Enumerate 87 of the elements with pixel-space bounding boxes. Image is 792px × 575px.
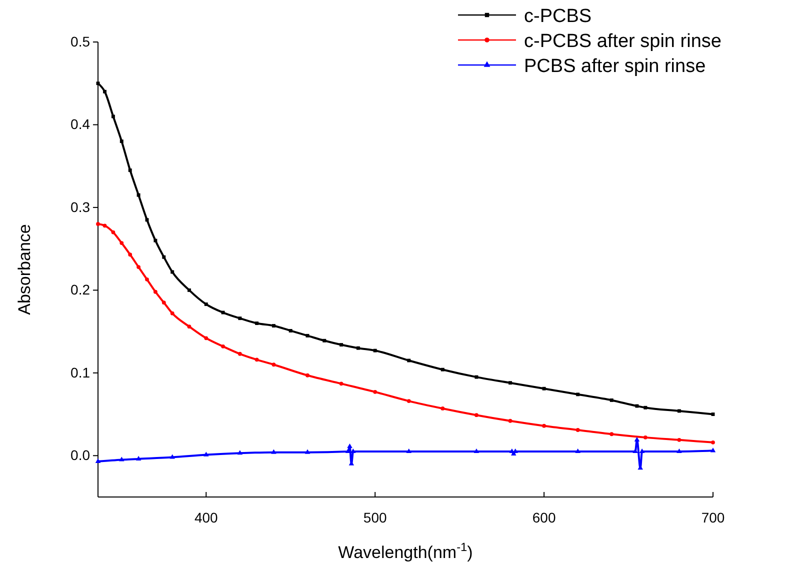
legend-label: PCBS after spin rinse <box>524 56 706 77</box>
point <box>188 288 191 292</box>
point <box>508 381 512 385</box>
point <box>145 277 149 282</box>
point <box>634 436 640 442</box>
point <box>102 224 107 228</box>
point <box>120 140 124 144</box>
point <box>162 300 166 305</box>
x-tick-label: 400 <box>194 509 218 526</box>
point <box>711 440 715 444</box>
y-tick-label: 0.0 <box>70 447 90 464</box>
legend-label: c-PCBS <box>524 6 592 27</box>
x-tick-label: 500 <box>363 509 387 526</box>
point <box>271 449 276 454</box>
point <box>170 270 174 274</box>
x-axis-title: Wavelength(nm$^{-1}$) <box>338 540 473 562</box>
y-tick-label: 0.5 <box>70 33 90 50</box>
point <box>304 449 310 454</box>
point <box>255 322 259 326</box>
point <box>406 448 412 454</box>
point <box>542 386 546 390</box>
point <box>322 338 326 342</box>
point <box>119 456 124 462</box>
point <box>542 424 546 428</box>
point <box>677 438 682 442</box>
point <box>272 362 276 367</box>
point <box>288 328 292 332</box>
point <box>373 390 378 394</box>
point <box>187 324 192 329</box>
y-tick-label: 0.4 <box>70 116 90 132</box>
point <box>347 443 352 448</box>
point <box>162 255 166 259</box>
point <box>575 448 580 454</box>
point <box>128 252 132 257</box>
point <box>204 302 208 306</box>
point <box>474 375 478 379</box>
point <box>237 450 243 455</box>
point <box>644 406 648 410</box>
point <box>238 352 242 356</box>
point <box>373 348 377 352</box>
point <box>639 448 645 454</box>
point <box>306 373 310 378</box>
x-tick-label: 600 <box>532 509 556 526</box>
point <box>339 382 344 386</box>
point <box>128 168 132 172</box>
point <box>153 290 158 294</box>
point <box>170 454 175 459</box>
y-tick-label: 0.2 <box>70 282 90 298</box>
point <box>221 344 225 348</box>
point <box>576 392 580 396</box>
point <box>238 316 242 320</box>
point <box>254 358 259 362</box>
point <box>440 406 445 410</box>
point <box>356 346 360 350</box>
point <box>643 435 648 440</box>
point <box>204 452 209 456</box>
point <box>154 238 158 242</box>
point <box>111 230 116 234</box>
point <box>440 368 444 372</box>
point <box>221 310 225 314</box>
point <box>610 398 614 402</box>
point <box>508 418 512 423</box>
y-tick-label: 0.1 <box>70 364 90 380</box>
point <box>120 241 124 245</box>
point <box>111 114 115 118</box>
point <box>340 343 344 347</box>
point <box>272 324 276 328</box>
point <box>136 193 140 197</box>
y-axis-title: Absorbance <box>15 224 34 315</box>
point <box>474 448 480 454</box>
point <box>136 265 141 269</box>
y-tick-label: 0.3 <box>70 198 90 215</box>
point <box>677 409 681 413</box>
point <box>576 428 580 432</box>
point <box>676 448 682 454</box>
point <box>95 458 101 463</box>
point <box>710 448 716 452</box>
point <box>96 222 100 226</box>
point <box>103 90 106 94</box>
point <box>136 456 142 460</box>
point <box>204 336 208 340</box>
point <box>474 413 478 418</box>
legend-label: c-PCBS after spin rinse <box>524 31 722 52</box>
point <box>406 399 411 403</box>
point <box>170 311 174 316</box>
x-tick-label: 700 <box>701 509 725 526</box>
point <box>610 432 614 436</box>
